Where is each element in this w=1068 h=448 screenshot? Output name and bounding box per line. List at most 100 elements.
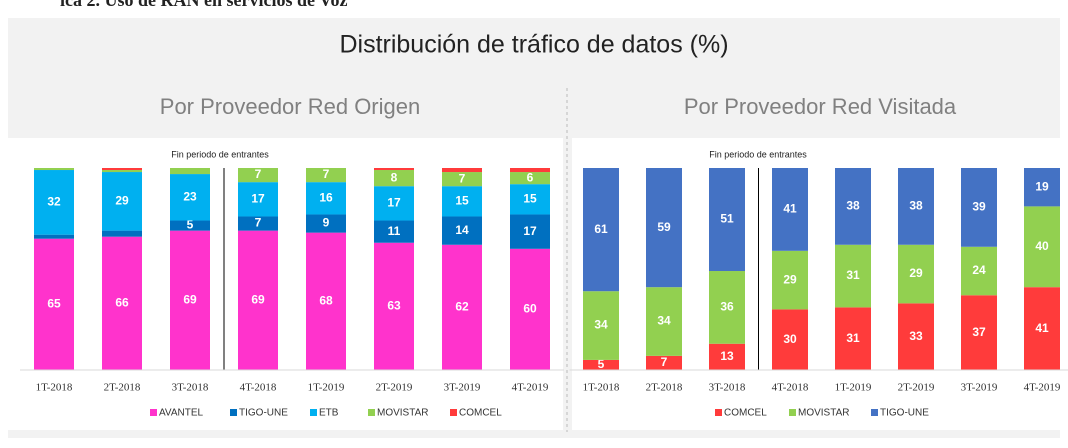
data-label: 7 xyxy=(661,355,668,369)
bar-segment xyxy=(102,230,142,237)
data-label: 7 xyxy=(255,167,262,181)
bar-segment xyxy=(374,186,414,221)
bar-segment xyxy=(772,250,808,310)
data-label: 59 xyxy=(657,220,671,234)
legend-swatch xyxy=(230,409,237,416)
bar-segment xyxy=(898,244,934,304)
data-label: 69 xyxy=(183,292,197,306)
legend-swatch xyxy=(871,409,878,416)
bar-segment xyxy=(102,172,142,231)
x-tick-label: 1T-2019 xyxy=(835,382,872,394)
bar-segment xyxy=(34,238,74,370)
bar-segment xyxy=(306,214,346,233)
bar-segment xyxy=(306,182,346,215)
legend-label: COMCEL xyxy=(724,408,767,419)
data-label: 5 xyxy=(598,357,605,371)
data-label: 13 xyxy=(720,349,734,363)
data-label: 65 xyxy=(47,297,61,311)
x-tick-label: 1T-2018 xyxy=(583,382,620,394)
subtitle: Por Proveedor Red Origen xyxy=(160,94,420,119)
x-tick-label: 2T-2018 xyxy=(104,382,141,394)
data-label: 66 xyxy=(115,296,129,310)
bar-segment xyxy=(709,168,745,272)
bar-segment xyxy=(709,271,745,344)
data-label: 9 xyxy=(323,216,330,230)
bar-segment xyxy=(583,359,619,370)
legend-label: TIGO-UNE xyxy=(239,408,288,419)
data-label: 63 xyxy=(387,299,401,313)
data-label: 16 xyxy=(319,190,333,204)
data-label: 69 xyxy=(251,292,265,306)
x-tick-label: 2T-2019 xyxy=(376,382,413,394)
bar-segment xyxy=(961,295,997,370)
bar-segment xyxy=(1024,206,1060,288)
bar-segment xyxy=(646,287,682,356)
x-tick-label: 2T-2018 xyxy=(646,382,683,394)
data-label: 30 xyxy=(783,332,797,346)
data-label: 38 xyxy=(846,199,860,213)
data-label: 6 xyxy=(527,170,534,184)
bar-segment xyxy=(374,168,414,171)
legend-swatch xyxy=(715,409,722,416)
bar-segment xyxy=(772,168,808,251)
bar-segment xyxy=(1024,168,1060,207)
bar-segment xyxy=(898,168,934,245)
data-label: 31 xyxy=(846,331,860,345)
x-tick-label: 4T-2018 xyxy=(240,382,277,394)
data-label: 29 xyxy=(783,272,797,286)
bar-segment xyxy=(442,186,482,217)
subtitle: Por Proveedor Red Visitada xyxy=(684,94,957,119)
bar-segment xyxy=(510,248,550,370)
data-label: 34 xyxy=(594,318,608,332)
bar-segment xyxy=(510,184,550,215)
data-label: 38 xyxy=(909,199,923,213)
bar-segment xyxy=(510,172,550,185)
bar-segment xyxy=(442,168,482,173)
data-label: 23 xyxy=(183,189,197,203)
title: Distribución de tráfico de datos (%) xyxy=(339,31,728,59)
data-label: 29 xyxy=(909,266,923,280)
data-label: 15 xyxy=(455,194,469,208)
data-label: 5 xyxy=(187,218,194,232)
bar-segment xyxy=(238,168,278,183)
bar-segment xyxy=(102,236,142,370)
data-label: 7 xyxy=(323,167,330,181)
legend-label: MOVISTAR xyxy=(377,408,428,419)
x-tick-label: 4T-2019 xyxy=(1024,382,1061,394)
bar-segment xyxy=(34,234,74,239)
legend-label: COMCEL xyxy=(459,408,502,419)
bar-segment xyxy=(583,291,619,360)
data-label: 60 xyxy=(523,302,537,316)
plot-title: Fin periodo de entrantes xyxy=(171,149,269,159)
bar-segment xyxy=(102,170,142,173)
bar-segment xyxy=(510,168,550,173)
x-tick-label: 1T-2018 xyxy=(36,382,73,394)
bar-segment xyxy=(34,168,74,171)
data-label: 11 xyxy=(388,224,401,238)
x-tick-label: 3T-2019 xyxy=(961,382,998,394)
legend-label: AVANTEL xyxy=(159,408,204,419)
x-tick-label: 1T-2019 xyxy=(308,382,345,394)
data-label: 7 xyxy=(459,171,466,185)
data-label: 33 xyxy=(909,329,923,343)
bar-segment xyxy=(709,343,745,370)
bar-segment xyxy=(102,168,142,171)
bar-segment xyxy=(835,244,871,308)
bar-segment xyxy=(646,355,682,370)
bar-segment xyxy=(238,216,278,231)
x-tick-label: 2T-2019 xyxy=(898,382,935,394)
bar-segment xyxy=(898,303,934,370)
bar-segment xyxy=(583,168,619,292)
legend-swatch xyxy=(150,409,157,416)
data-label: 31 xyxy=(846,268,860,282)
legend-swatch xyxy=(450,409,457,416)
data-label: 17 xyxy=(387,196,401,210)
data-label: 39 xyxy=(972,200,986,214)
data-label: 68 xyxy=(319,293,333,307)
bar-segment xyxy=(238,230,278,370)
data-label: 8 xyxy=(391,170,398,184)
data-label: 41 xyxy=(783,202,797,216)
data-label: 41 xyxy=(1035,321,1049,335)
bar-segment xyxy=(306,232,346,370)
bar-segment xyxy=(961,246,997,296)
